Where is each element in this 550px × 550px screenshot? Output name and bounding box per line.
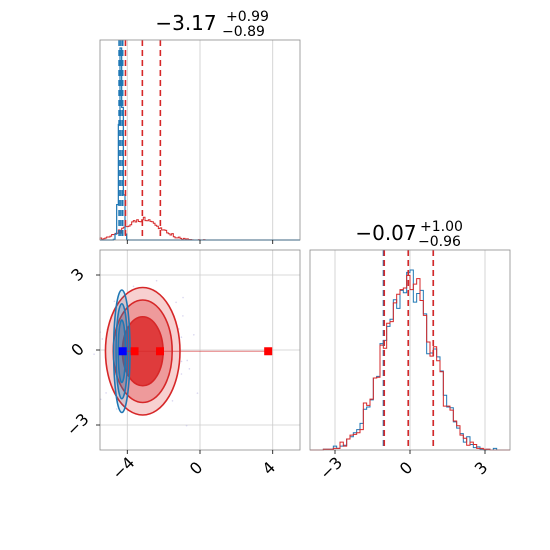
panel-top-left: −3.17 +0.99 −0.89 bbox=[99, 9, 301, 244]
panel-bottom-right-data bbox=[310, 250, 510, 451]
scatter-point bbox=[101, 338, 104, 340]
marker-red-1 bbox=[130, 347, 139, 356]
scatter-point bbox=[171, 400, 174, 402]
scatter-point bbox=[113, 300, 116, 303]
tick-label-x-0: −3 bbox=[316, 453, 346, 483]
scatter-point bbox=[132, 285, 135, 288]
tick-label-x-1: 0 bbox=[186, 458, 207, 479]
panel-bottom-left-data bbox=[93, 279, 273, 427]
title-p1: −3.17 bbox=[155, 11, 216, 35]
scatter-point bbox=[175, 301, 177, 304]
marker-red-3 bbox=[264, 347, 273, 356]
scatter-point bbox=[155, 279, 158, 282]
title-p1-plus: +0.99 bbox=[226, 9, 269, 25]
scatter-point bbox=[193, 333, 195, 336]
scatter-point bbox=[93, 353, 95, 355]
scatter-point bbox=[186, 359, 189, 362]
panel-top-left-grid bbox=[126, 40, 274, 240]
tick-label-y-1: 0 bbox=[67, 339, 88, 360]
title-p1-minus: −0.89 bbox=[222, 24, 265, 40]
title-p2-plus: +1.00 bbox=[420, 219, 463, 235]
scatter-point bbox=[196, 392, 199, 394]
panel-top-left-ticks bbox=[126, 240, 274, 244]
tick-label-x-1: 0 bbox=[396, 458, 417, 479]
scatter-point bbox=[180, 336, 183, 338]
marker-red-2 bbox=[156, 347, 164, 356]
panel-top-left-data bbox=[99, 40, 300, 241]
tick-label-y-0: −3 bbox=[63, 410, 93, 440]
tick-label-x-2: 3 bbox=[471, 458, 492, 479]
tick-label-x-2: 4 bbox=[259, 458, 280, 479]
panel-bottom-left: −4 0 4 −3 0 3 bbox=[63, 249, 301, 483]
title-p2-median: −0.07 bbox=[355, 221, 416, 245]
marker-blue-0 bbox=[118, 347, 127, 356]
scatter-point bbox=[185, 424, 188, 427]
tick-label-x-0: −4 bbox=[108, 453, 138, 483]
scatter-point bbox=[105, 392, 107, 394]
scatter-point bbox=[188, 368, 191, 370]
scatter-point bbox=[180, 373, 183, 375]
panel-bottom-right-ticks: −3 0 3 bbox=[316, 450, 491, 483]
scatter-point bbox=[182, 296, 184, 299]
scatter-point bbox=[115, 408, 118, 410]
tick-label-y-2: 3 bbox=[67, 264, 88, 285]
title-p1-median: −3.17 bbox=[155, 11, 216, 35]
title-p2-minus: −0.96 bbox=[418, 234, 461, 250]
scatter-point bbox=[182, 315, 184, 317]
panel-bottom-right: −3 0 3 −0.07 +1.00 −0.96 bbox=[309, 219, 511, 483]
scatter-point bbox=[180, 360, 183, 363]
